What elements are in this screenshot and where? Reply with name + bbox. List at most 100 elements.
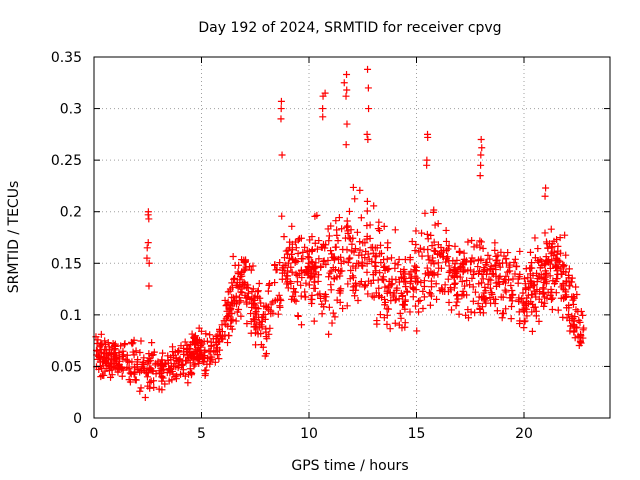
data-point	[361, 281, 369, 289]
y-tick-label: 0	[73, 411, 82, 427]
data-point	[490, 295, 498, 303]
data-point	[227, 322, 235, 330]
data-point	[508, 297, 516, 305]
data-point	[333, 231, 341, 239]
data-point	[337, 259, 345, 267]
data-point	[363, 207, 371, 215]
data-point	[346, 235, 354, 243]
data-point	[311, 262, 319, 270]
y-axis-label: SRMTID / TECUs	[6, 181, 22, 294]
data-point	[491, 262, 499, 270]
data-point	[254, 330, 262, 338]
data-point	[524, 274, 532, 282]
data-point	[450, 273, 458, 281]
data-point	[243, 283, 251, 291]
data-point	[129, 348, 137, 356]
data-point	[348, 240, 356, 248]
data-point	[172, 354, 180, 362]
data-point	[294, 250, 302, 258]
data-point	[420, 277, 428, 285]
data-point	[230, 275, 238, 283]
data-point	[491, 239, 499, 247]
data-point	[337, 267, 345, 275]
data-point	[191, 332, 199, 340]
data-point	[181, 338, 189, 346]
data-point	[391, 226, 399, 234]
data-point	[332, 243, 340, 251]
data-point	[424, 246, 432, 254]
data-point	[256, 294, 264, 302]
data-point	[369, 271, 377, 279]
data-point	[308, 247, 316, 255]
data-point	[146, 365, 154, 373]
data-point	[441, 281, 449, 289]
data-point	[315, 255, 323, 263]
data-point	[188, 330, 196, 338]
data-point	[401, 296, 409, 304]
data-point	[389, 293, 397, 301]
data-point	[356, 280, 364, 288]
data-point	[191, 360, 199, 368]
axis-ticks	[93, 56, 610, 419]
data-point	[215, 355, 223, 363]
data-point	[243, 320, 251, 328]
data-point	[177, 370, 185, 378]
data-point	[423, 161, 431, 169]
y-tick-label: 0.05	[51, 359, 82, 375]
data-point	[428, 270, 436, 278]
y-tick-label: 0.25	[51, 153, 82, 169]
data-point	[471, 288, 479, 296]
data-point	[178, 360, 186, 368]
data-point	[237, 312, 245, 320]
data-point	[444, 245, 452, 253]
data-point	[374, 276, 382, 284]
data-point	[430, 260, 438, 268]
data-point	[364, 290, 372, 298]
data-point	[305, 254, 313, 262]
data-point	[212, 338, 220, 346]
data-point	[311, 278, 319, 286]
data-point	[328, 319, 336, 327]
data-point	[259, 311, 267, 319]
data-point	[287, 263, 295, 271]
data-point	[293, 257, 301, 265]
data-point	[561, 286, 569, 294]
data-point	[352, 264, 360, 272]
data-point	[565, 311, 573, 319]
data-point	[554, 242, 562, 250]
data-point	[469, 297, 477, 305]
data-point	[464, 267, 472, 275]
data-point	[570, 328, 578, 336]
data-point	[247, 266, 255, 274]
data-point	[340, 79, 348, 87]
data-point	[455, 310, 463, 318]
data-point	[319, 113, 327, 121]
data-point	[150, 383, 158, 391]
data-point	[470, 268, 478, 276]
data-point	[344, 280, 352, 288]
data-point	[531, 254, 539, 262]
data-point	[298, 274, 306, 282]
data-point	[515, 308, 523, 316]
data-point	[375, 284, 383, 292]
data-point	[132, 376, 140, 384]
data-point	[119, 366, 127, 374]
data-point	[107, 362, 115, 370]
data-point	[531, 281, 539, 289]
data-point	[446, 267, 454, 275]
data-point	[438, 284, 446, 292]
data-point	[241, 265, 249, 273]
data-point	[521, 280, 529, 288]
data-point	[451, 260, 459, 268]
data-point	[338, 225, 346, 233]
data-point	[301, 243, 309, 251]
data-point	[542, 269, 550, 277]
data-point	[145, 357, 153, 365]
data-point	[409, 284, 417, 292]
data-point	[327, 281, 335, 289]
data-point	[371, 244, 379, 252]
data-point	[401, 323, 409, 331]
data-point	[187, 368, 195, 376]
data-point	[278, 212, 286, 220]
data-point	[478, 270, 486, 278]
